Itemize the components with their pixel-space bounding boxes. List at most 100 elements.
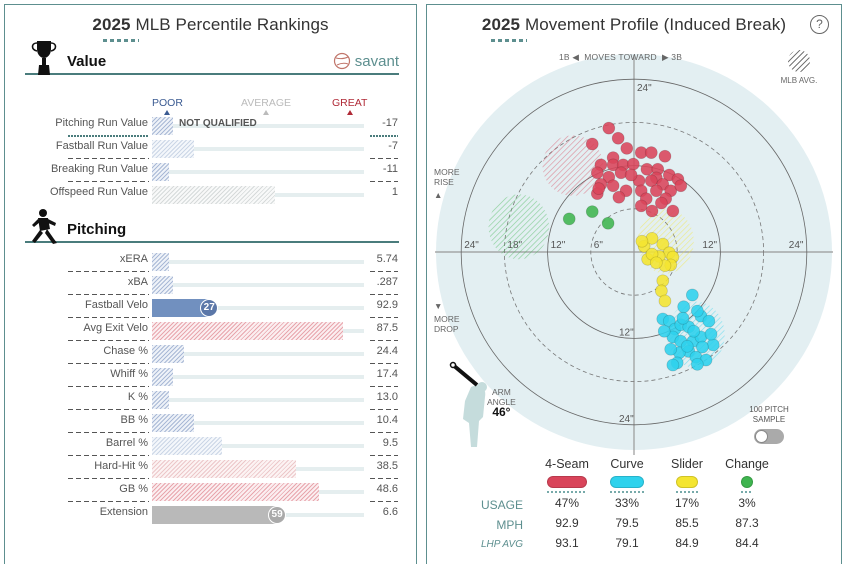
trophy-icon: [31, 41, 57, 75]
metric-label: xERA: [119, 253, 148, 265]
percentile-bar[interactable]: [152, 140, 195, 158]
percentile-bar[interactable]: [152, 483, 320, 501]
savant-logo[interactable]: savant: [333, 52, 399, 70]
row-divider: [68, 181, 149, 182]
pitch-point-curve: [702, 314, 716, 328]
left-arrow-icon: ◀: [572, 52, 580, 62]
percentile-bar[interactable]: [152, 345, 184, 363]
percentile-bar[interactable]: [152, 117, 174, 135]
title-year: 2025: [481, 15, 521, 34]
title-underline-dots: [491, 39, 527, 42]
percentile-bar[interactable]: [152, 414, 195, 432]
metric-row: Whiff % 17.4: [5, 364, 418, 387]
metric-value: .287: [376, 276, 398, 288]
percentile-bar[interactable]: [152, 437, 222, 455]
pitch-point-curve: [680, 339, 694, 353]
arm-angle-readout: ARM ANGLE 46°: [487, 387, 516, 418]
moves-toward-text: MOVES TOWARD: [584, 52, 657, 62]
percentile-bar[interactable]: [152, 186, 275, 204]
percentile-bar[interactable]: [152, 276, 174, 294]
pitch-point-4-seam: [674, 179, 688, 193]
more-rise-line2: RISE: [434, 177, 454, 187]
section-header-value: Value savant: [25, 41, 399, 75]
swatch-underline: [547, 491, 587, 493]
pitch-color-swatch[interactable]: [547, 476, 587, 488]
scale-average-label: AVERAGE: [241, 97, 291, 109]
sample-toggle[interactable]: [754, 429, 784, 444]
metric-row: xBA .287: [5, 272, 418, 295]
pitch-point-curve: [706, 338, 720, 352]
pitch-point-4-seam: [644, 174, 658, 188]
help-button[interactable]: ?: [810, 15, 829, 34]
row-divider: [68, 271, 149, 272]
metric-row: Fastball Run Value -7: [5, 136, 418, 159]
metric-value: 92.9: [376, 299, 398, 311]
percentile-track: [152, 283, 364, 287]
pitch-name: 4-Seam: [545, 457, 589, 471]
row-divider: [370, 294, 398, 295]
percentile-track: [152, 147, 364, 151]
percentile-bar[interactable]: [152, 299, 210, 317]
sample-label2: SAMPLE: [752, 415, 786, 424]
pitch-point-4-seam: [640, 162, 654, 176]
pitch-point-change: [562, 212, 576, 226]
row-divider: [68, 501, 149, 502]
lhp-avg-value: 79.1: [615, 536, 639, 550]
swatch-underline: [676, 491, 698, 493]
row-divider: [68, 317, 149, 318]
pitch-point-4-seam: [644, 146, 658, 159]
savant-brand-text: savant: [354, 52, 399, 70]
pitch-point-curve: [676, 311, 690, 325]
pitch-color-swatch[interactable]: [610, 476, 644, 488]
row-divider: [370, 455, 398, 456]
more-rise-line1: MORE: [434, 167, 460, 177]
percentile-track: [152, 306, 364, 310]
third-base-label: 3B: [671, 52, 683, 62]
pitch-color-swatch[interactable]: [741, 476, 753, 488]
movement-chart: 24"18"12"6"12"24"24"12"24": [435, 54, 833, 455]
row-divider: [370, 317, 398, 318]
title-text: Movement Profile (Induced Break): [524, 15, 787, 34]
pitch-point-curve: [657, 324, 671, 338]
row-divider: [68, 363, 149, 364]
percentile-badge: 27: [200, 299, 219, 317]
percentile-bar[interactable]: [152, 368, 174, 386]
metric-value: -17: [382, 117, 398, 129]
percentile-track: [152, 124, 364, 128]
pitch-point-4-seam: [592, 182, 606, 195]
row-divider: [68, 409, 149, 410]
metric-label: GB %: [119, 483, 148, 495]
percentile-bar[interactable]: [152, 253, 169, 271]
mlb-avg-legend: MLB AVG.: [779, 50, 819, 85]
percentile-bar[interactable]: [152, 506, 278, 524]
metric-value: 17.4: [376, 368, 398, 380]
metric-label: Fastball Velo: [85, 299, 148, 311]
pitch-point-4-seam: [612, 190, 626, 204]
section-label-value: Value: [67, 53, 107, 70]
tick-label-right: 24": [789, 240, 804, 251]
row-divider: [370, 432, 398, 433]
percentile-title: 2025 MLB Percentile Rankings: [5, 15, 416, 35]
percentile-bar[interactable]: [152, 391, 169, 409]
percentile-bar[interactable]: [152, 322, 343, 340]
metric-value: 1: [391, 186, 398, 198]
pitch-color-swatch[interactable]: [676, 476, 698, 488]
mph-value: 92.9: [555, 516, 579, 530]
pitch-point-slider: [649, 256, 663, 270]
percentile-track: [152, 421, 364, 425]
pitch-point-4-seam: [649, 184, 663, 198]
scale-poor: POOR: [152, 97, 183, 115]
more-drop-line1: MORE: [434, 314, 460, 324]
percentile-bar[interactable]: [152, 163, 169, 181]
pitch-point-curve: [691, 304, 704, 318]
title-text: MLB Percentile Rankings: [135, 15, 329, 34]
metric-row: Chase % 24.4: [5, 341, 418, 364]
mph-value: 85.5: [675, 516, 699, 530]
percentile-bar[interactable]: [152, 460, 297, 478]
pitch-point-4-seam: [611, 131, 625, 145]
metric-value: 13.0: [376, 391, 398, 403]
pitch-name: Slider: [671, 457, 703, 471]
percentile-track: [152, 170, 364, 174]
pitch-point-curve: [677, 300, 691, 314]
baseball-icon: [333, 52, 350, 70]
